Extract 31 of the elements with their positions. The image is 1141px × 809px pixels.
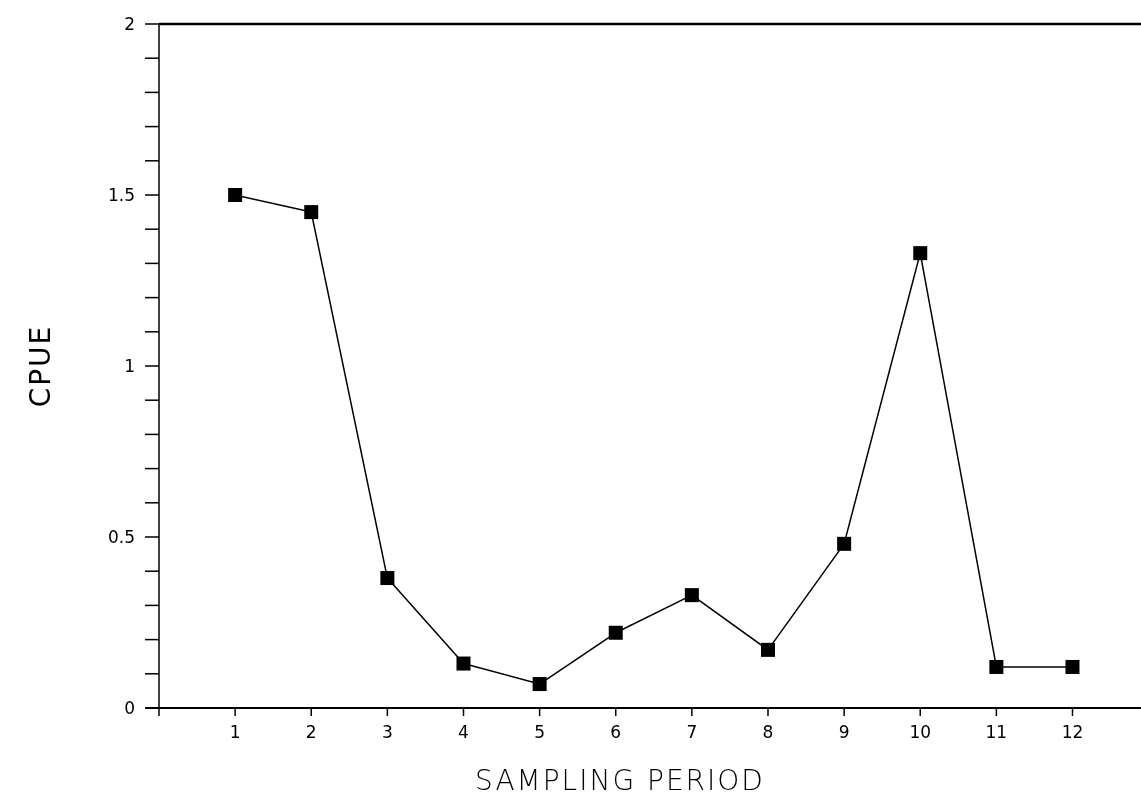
point (1065, 659, 1080, 674)
x-axis-title: SAMPLING PERIOD (475, 764, 765, 797)
point (837, 536, 852, 551)
y-tick-label: 0 (124, 697, 135, 718)
x-tick-label: 6 (610, 722, 622, 742)
point (913, 246, 928, 261)
x-tick-label: 8 (762, 722, 774, 742)
x-tick-label: 3 (381, 722, 393, 742)
x-tick-label: 4 (458, 722, 469, 742)
point (304, 205, 319, 220)
y-tick-label: 1 (124, 355, 135, 376)
point (228, 188, 243, 202)
y-tick-label: 0.5 (107, 526, 135, 547)
x-tick-label: 5 (534, 722, 546, 742)
point (684, 588, 699, 603)
x-tick-label: 11 (985, 722, 1008, 742)
point (608, 625, 623, 640)
y-tick-label: 2 (124, 13, 135, 34)
x-tick-label: 1 (229, 722, 241, 742)
point (456, 656, 471, 671)
point (380, 571, 395, 586)
x-tick-label: 10 (909, 722, 932, 742)
point (532, 677, 547, 692)
y-axis-title: CPUE (24, 324, 57, 408)
point (989, 659, 1004, 674)
x-tick-label: 12 (1061, 722, 1084, 742)
y-tick-label: 1.5 (107, 184, 135, 205)
x-tick-label: 2 (305, 722, 317, 742)
x-tick-label: 9 (838, 722, 850, 742)
point (760, 642, 775, 657)
x-tick-label: 7 (686, 722, 698, 742)
